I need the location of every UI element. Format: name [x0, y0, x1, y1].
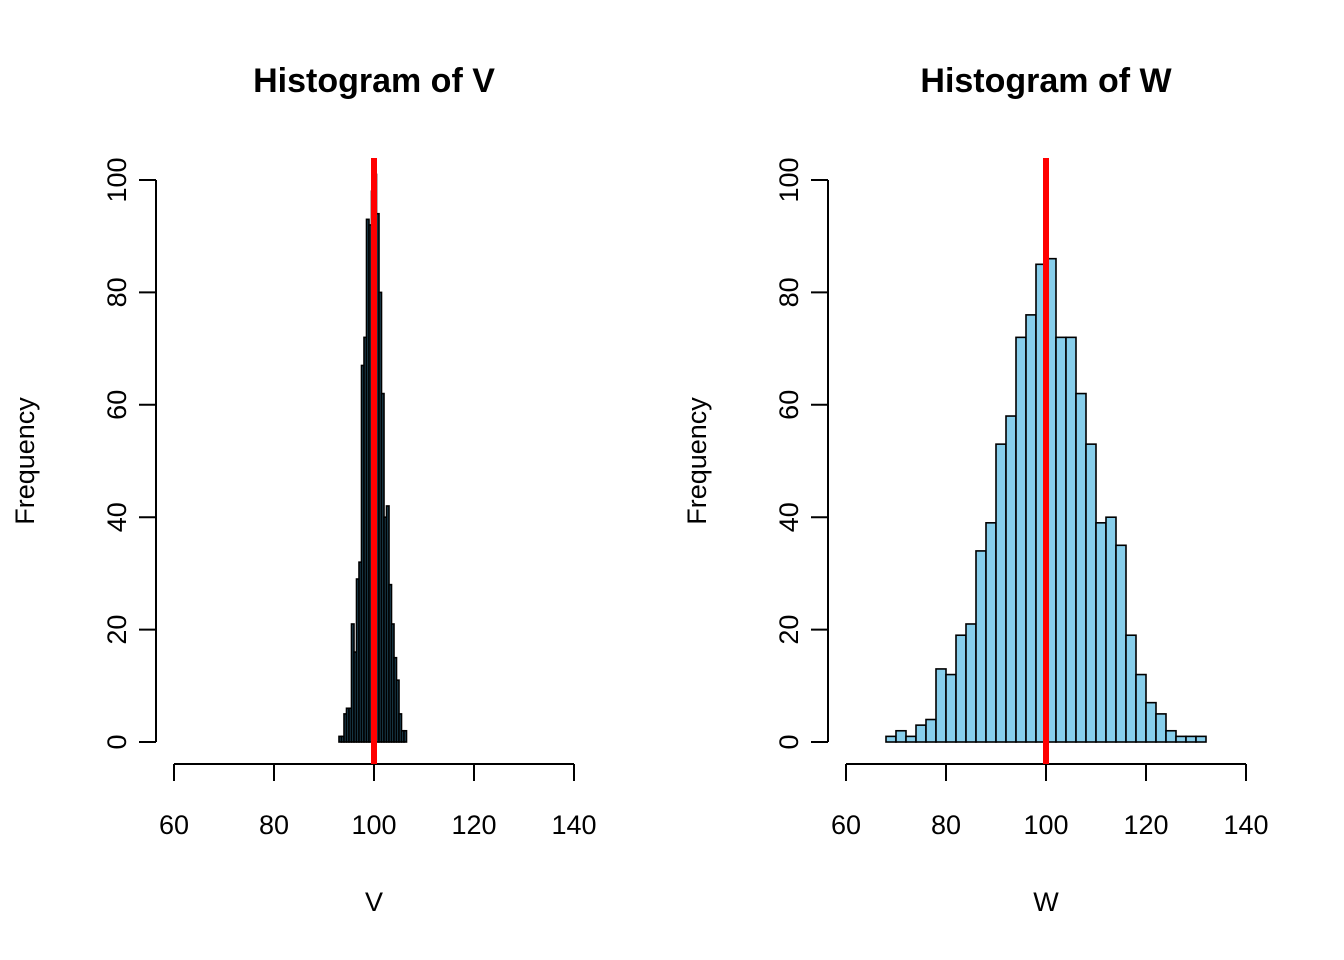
histogram-w-bar — [935, 668, 947, 743]
histogram-w-bar — [1185, 735, 1197, 743]
histogram-v-y-tick-label: 0 — [102, 734, 132, 749]
histogram-w-bar — [1175, 735, 1187, 743]
histogram-v-y-axis: 0 20 40 60 80 100 — [102, 157, 157, 750]
histogram-v-x-tick-label: 80 — [259, 810, 289, 840]
histogram-w-bar — [1075, 392, 1087, 743]
histogram-w-bar — [945, 673, 957, 743]
histogram-w-bar — [1085, 443, 1097, 743]
histogram-w-x-axis: 60 80 100 120 140 — [831, 763, 1269, 840]
histogram-v-panel: Histogram of V V Frequency 020406080100 … — [10, 62, 597, 917]
histogram-v-bar — [403, 729, 408, 743]
histogram-w-xlabel: W — [1033, 887, 1059, 917]
histogram-v-title: Histogram of V — [253, 62, 495, 100]
histogram-w-x-tick-label: 120 — [1123, 810, 1168, 840]
histogram-v-y-tick-label: 40 — [102, 502, 132, 532]
histogram-w-bar — [1125, 634, 1137, 743]
histogram-w-bar — [1055, 336, 1067, 743]
histogram-w-panel: Histogram of W W Frequency 020406080100 … — [682, 62, 1269, 917]
histogram-w-y-axis: 0 20 40 60 80 100 — [774, 157, 829, 750]
histogram-w-x-tick-label: 80 — [931, 810, 961, 840]
histogram-v-x-tick-label: 60 — [159, 810, 189, 840]
histogram-w-bar — [1145, 701, 1157, 743]
histogram-w-title: Histogram of W — [920, 62, 1172, 100]
histogram-w-bar — [1115, 544, 1127, 743]
histogram-w-bar — [955, 634, 967, 743]
histogram-w-x-tick-label: 60 — [831, 810, 861, 840]
histogram-w-bar — [925, 718, 937, 743]
histogram-w-y-tick-label: 20 — [774, 615, 804, 645]
histogram-w-bar — [1065, 336, 1077, 743]
histogram-w-y-tick-label: 0 — [774, 734, 804, 749]
histogram-w-bar — [995, 443, 1007, 743]
histogram-w-bar — [915, 724, 927, 743]
histogram-w-y-tick-label: 40 — [774, 502, 804, 532]
histogram-v-xlabel: V — [365, 887, 383, 917]
histogram-w-bar — [1135, 673, 1147, 743]
histogram-w-bar — [895, 729, 907, 743]
histogram-w-x-tick-label: 100 — [1023, 810, 1068, 840]
histogram-w-y-tick-label: 80 — [774, 277, 804, 307]
histogram-w-bars — [885, 257, 1207, 743]
histogram-v-bar — [395, 679, 400, 743]
histogram-w-bar — [1025, 314, 1037, 743]
histogram-w-bar — [1015, 336, 1027, 743]
histogram-w-bar — [965, 623, 977, 743]
histogram-v-x-tick-label: 100 — [351, 810, 396, 840]
histogram-w-bar — [1105, 516, 1117, 743]
histogram-v-y-tick-label: 20 — [102, 615, 132, 645]
histogram-w-ylabel: Frequency — [682, 397, 712, 525]
histogram-v-bar — [398, 713, 403, 743]
histogram-w-x-tick-label: 140 — [1223, 810, 1268, 840]
histogram-w-bar — [905, 735, 917, 743]
histogram-w-bar — [1095, 522, 1107, 743]
histogram-w-y-tick-label: 100 — [774, 157, 804, 202]
histogram-w-bar — [885, 735, 897, 743]
histogram-w-y-tick-label: 60 — [774, 390, 804, 420]
histogram-v-x-tick-label: 140 — [551, 810, 596, 840]
histogram-w-bar — [1195, 735, 1207, 743]
histogram-v-y-tick-label: 60 — [102, 390, 132, 420]
histogram-w-bar — [975, 550, 987, 743]
histogram-w-bar — [1165, 729, 1177, 743]
histogram-w-bar — [1155, 713, 1167, 743]
histogram-v-x-axis: 60 80 100 120 140 — [159, 763, 597, 840]
histogram-v-y-tick-label: 100 — [102, 157, 132, 202]
histogram-v-ylabel: Frequency — [10, 397, 40, 525]
histogram-v-y-tick-label: 80 — [102, 277, 132, 307]
histogram-w-bar — [985, 522, 997, 743]
histogram-v-x-tick-label: 120 — [451, 810, 496, 840]
histogram-w-bar — [1005, 415, 1017, 743]
